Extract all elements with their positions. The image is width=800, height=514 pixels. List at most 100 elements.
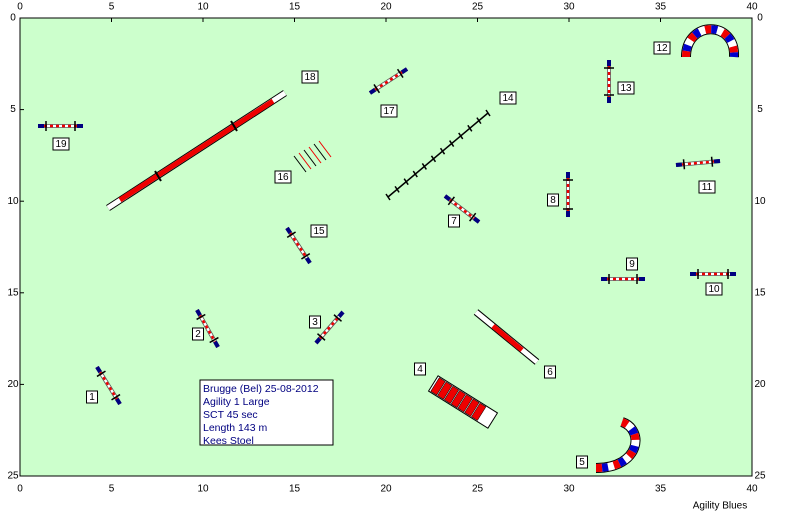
y-tick-label: 0 (757, 13, 763, 24)
weave-pole (476, 117, 482, 125)
obstacle-label: 19 (55, 139, 67, 150)
label-box (414, 362, 426, 376)
x-tick-label: 0 (17, 2, 23, 13)
footer: Agility Blues (693, 501, 747, 512)
x-tick-label: 15 (289, 484, 301, 495)
obstacle-label: 15 (313, 226, 325, 237)
obstacle-label: 9 (629, 259, 635, 270)
label-box (499, 91, 517, 105)
jump-bar (285, 227, 312, 264)
x-tick-label: 35 (655, 484, 667, 495)
tunnel (595, 418, 640, 472)
jump-post (682, 159, 686, 170)
chute-block (437, 381, 453, 400)
y-tick-label: 25 (7, 471, 19, 482)
jump-post (286, 231, 296, 239)
jump-wing (368, 88, 377, 95)
label-box (576, 455, 588, 469)
obstacle-label: 11 (702, 182, 713, 193)
jump-post (333, 314, 343, 322)
jump-wing (285, 226, 292, 235)
obstacle-label: 7 (451, 216, 457, 227)
y-tick-label: 0 (10, 13, 16, 24)
arena (19, 17, 753, 477)
label-box (274, 170, 292, 184)
weave-pole (439, 147, 446, 155)
info-line: Brugge (Bel) 25-08-2012 (203, 383, 319, 395)
hatch (298, 152, 312, 170)
weave-pole (412, 170, 418, 178)
x-tick-label: 10 (197, 2, 209, 13)
obstacle-label: 17 (383, 106, 395, 117)
jump-wing (675, 162, 683, 167)
jump-wing (713, 159, 721, 164)
jump-post (301, 252, 311, 260)
obstacle-label: 1 (89, 392, 95, 403)
x-tick-label: 25 (472, 2, 484, 13)
label-box (448, 214, 460, 228)
y-tick-label: 15 (754, 287, 766, 298)
y-tick-label: 15 (7, 287, 19, 298)
tunnel (682, 25, 739, 58)
x-tick-label: 10 (197, 484, 209, 495)
jump-post (469, 212, 477, 222)
y-tick-label: 10 (7, 196, 19, 207)
label-box (380, 104, 398, 118)
jump-wing (473, 216, 481, 224)
chute-block (430, 377, 446, 396)
label-box (86, 390, 98, 404)
obstacle-label: 6 (547, 367, 553, 378)
x-tick-label: 40 (746, 484, 758, 495)
obstacle-label: 3 (312, 317, 318, 328)
obstacle-label: 14 (502, 93, 514, 104)
jump-bar (444, 195, 480, 223)
y-tick-label: 10 (754, 196, 766, 207)
label-box (626, 257, 638, 271)
jump-post (196, 313, 206, 321)
hatch (293, 155, 307, 173)
jump-wing (95, 365, 102, 374)
label-box (544, 365, 556, 379)
jump-post (111, 393, 121, 401)
obstacle-label: 12 (656, 43, 668, 54)
jump-bar (195, 309, 220, 348)
weave-pole (385, 193, 391, 201)
info-line: Agility 1 Large (203, 396, 270, 408)
weave-pole (485, 109, 491, 117)
x-tick-label: 30 (563, 2, 575, 13)
obstacle-label: 2 (195, 329, 201, 340)
label-box (705, 282, 723, 296)
x-tick-label: 15 (289, 2, 301, 13)
y-tick-label: 5 (10, 104, 16, 115)
jump-post (373, 84, 381, 94)
x-tick-label: 5 (109, 484, 115, 495)
hatch (308, 146, 322, 164)
label-box (547, 193, 559, 207)
jump-wing (213, 340, 220, 348)
jump-wing (337, 310, 345, 318)
chute-block (450, 390, 466, 409)
info-box (199, 379, 334, 446)
y-tick-label: 20 (7, 379, 19, 390)
jump-wing (115, 397, 122, 406)
label-box (698, 180, 716, 194)
obstacle-label: 13 (620, 83, 632, 94)
hatch (313, 143, 327, 161)
y-tick-label: 20 (754, 379, 766, 390)
label-box (617, 81, 635, 95)
x-tick-label: 20 (380, 2, 392, 13)
x-tick-label: 35 (655, 2, 667, 13)
hatch (318, 140, 332, 158)
seesaw (491, 324, 524, 352)
jump-post (209, 336, 219, 344)
chute-block (464, 398, 480, 417)
weave-pole (403, 178, 409, 186)
y-tick-label: 5 (757, 104, 763, 115)
jump-post (316, 333, 326, 341)
x-tick-label: 25 (472, 484, 484, 495)
label-box (309, 315, 321, 329)
info-line: Length 143 m (203, 422, 267, 434)
jump-wing (443, 194, 451, 202)
